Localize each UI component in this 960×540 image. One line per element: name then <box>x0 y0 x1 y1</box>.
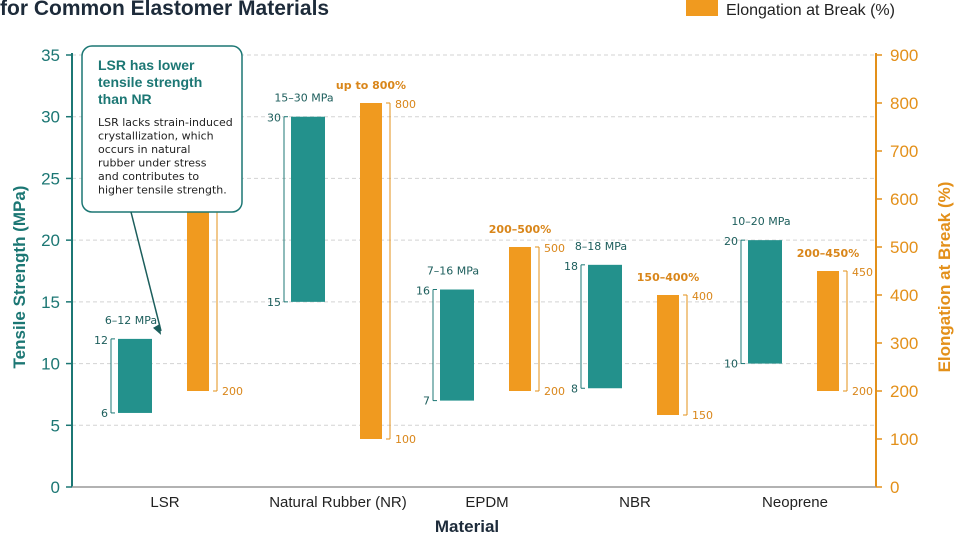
legend-swatch-elongation <box>686 0 718 16</box>
tensile-min-label: 15 <box>267 296 281 309</box>
annotation-box <box>81 45 243 213</box>
tensile-range-label: 7–16 MPa <box>427 265 479 278</box>
right-tick-label: 500 <box>890 238 918 257</box>
elongation-range-label: 200–500% <box>489 223 551 236</box>
annotation-title: tensile strength <box>98 74 202 90</box>
annotation-body: occurs in natural <box>98 143 190 156</box>
elongation-min-label: 200 <box>852 385 873 398</box>
right-tick-label: 600 <box>890 190 918 209</box>
tensile-bar <box>588 264 622 389</box>
left-tick-label: 35 <box>41 46 60 65</box>
right-tick-label: 100 <box>890 430 918 449</box>
elongation-range-label: 200–450% <box>797 247 859 260</box>
left-tick-label: 15 <box>41 293 60 312</box>
tensile-min-label: 8 <box>571 382 578 395</box>
elongation-range-label: 150–400% <box>637 271 699 284</box>
annotation-title: LSR has lower <box>98 57 195 73</box>
x-tick-label: EPDM <box>465 494 508 511</box>
annotation-body: and contributes to <box>98 170 199 183</box>
right-axis: 0 100 200 300 400 500 600 700 800 900 <box>875 46 918 497</box>
tensile-min-label: 6 <box>101 407 108 420</box>
right-tick-label: 700 <box>890 142 918 161</box>
elongation-max-label: 500 <box>544 242 565 255</box>
legend-entry-elongation: Elongation at Break (%) <box>726 2 895 19</box>
tensile-range-label: 15–30 MPa <box>274 92 333 105</box>
x-tick-label: LSR <box>150 494 179 511</box>
left-tick-label: 5 <box>51 416 60 435</box>
annotation-body: rubber under stress <box>98 157 207 170</box>
left-axis-title: Tensile Strength (MPa) <box>10 186 29 369</box>
tensile-max-label: 20 <box>724 235 738 248</box>
elongation-min-label: 150 <box>692 409 713 422</box>
tensile-range-label: 8–18 MPa <box>575 240 627 253</box>
annotation-arrowhead <box>153 323 161 335</box>
left-tick-label: 0 <box>51 478 60 497</box>
tensile-max-label: 12 <box>94 334 108 347</box>
elongation-bar <box>817 271 839 391</box>
x-axis: LSR Natural Rubber (NR) EPDM NBR Neoprene <box>72 486 876 511</box>
tensile-min-label: 7 <box>423 395 430 408</box>
tensile-bar <box>291 116 325 302</box>
elongation-min-label: 200 <box>544 385 565 398</box>
right-tick-label: 900 <box>890 46 918 65</box>
elongation-range-label: up to 800% <box>336 79 406 92</box>
tensile-range-label: 10–20 MPa <box>731 215 790 228</box>
right-tick-label: 800 <box>890 94 918 113</box>
left-axis: 0 5 10 15 20 25 30 35 <box>41 46 73 497</box>
tensile-max-label: 18 <box>564 260 578 273</box>
tensile-range-label: 6–12 MPa <box>105 314 157 327</box>
elongation-max-label: 400 <box>692 290 713 303</box>
left-tick-label: 30 <box>41 108 60 127</box>
left-tick-label: 10 <box>41 355 60 374</box>
elongation-min-label: 100 <box>395 433 416 446</box>
tensile-max-label: 30 <box>267 112 281 125</box>
annotation-body: LSR lacks strain-induced <box>98 116 233 129</box>
x-tick-label: Natural Rubber (NR) <box>269 494 407 511</box>
elongation-bar <box>509 247 531 391</box>
annotation-arrow <box>130 211 162 332</box>
left-tick-label: 25 <box>41 169 60 188</box>
annotation-body: crystallization, which <box>98 130 214 143</box>
right-tick-label: 400 <box>890 286 918 305</box>
right-tick-label: 0 <box>890 478 899 497</box>
elongation-bar <box>657 295 679 415</box>
right-axis-title: Elongation at Break (%) <box>935 182 954 373</box>
elongation-max-label: 800 <box>395 98 416 111</box>
left-tick-label: 20 <box>41 231 60 250</box>
tensile-bar <box>440 289 474 401</box>
annotation-title: than NR <box>98 91 152 107</box>
elongation-bar <box>360 103 382 439</box>
legend: Elongation at Break (%) <box>686 0 895 19</box>
x-tick-label: Neoprene <box>762 494 828 511</box>
tensile-bar <box>748 240 782 364</box>
elongation-max-label: 450 <box>852 266 873 279</box>
right-tick-label: 200 <box>890 382 918 401</box>
x-axis-title: Material <box>435 517 499 536</box>
annotation-body: higher tensile strength. <box>98 184 227 197</box>
elongation-min-label: 200 <box>222 385 243 398</box>
chart-title: for Common Elastomer Materials <box>0 0 329 20</box>
tensile-min-label: 10 <box>724 358 738 371</box>
right-tick-label: 300 <box>890 334 918 353</box>
tensile-max-label: 16 <box>416 285 430 298</box>
x-tick-label: NBR <box>619 494 651 511</box>
tensile-bar <box>118 338 152 413</box>
